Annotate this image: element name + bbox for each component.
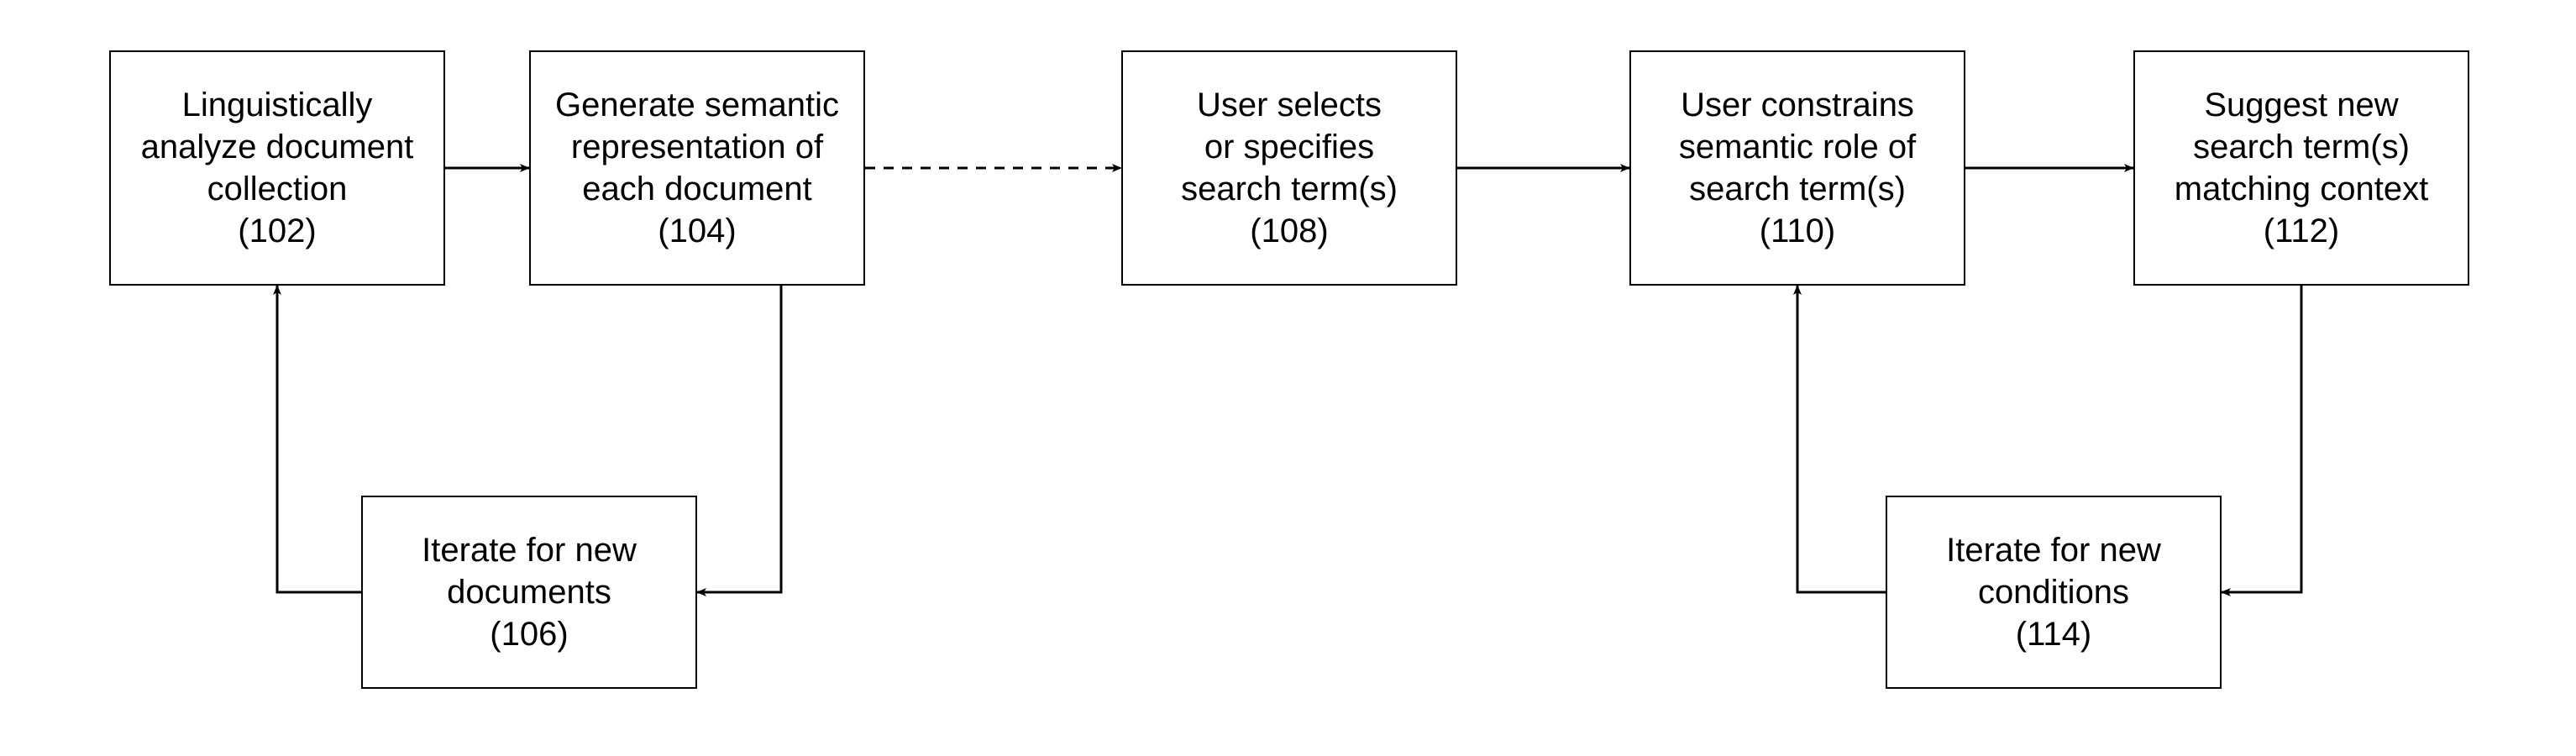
node-110: User constrains semantic role of search …: [1629, 50, 1965, 286]
node-110-line3: search term(s): [1679, 168, 1916, 210]
node-112-line2: search term(s): [2175, 126, 2428, 168]
node-112: Suggest new search term(s) matching cont…: [2133, 50, 2469, 286]
edge-114-110: [1797, 286, 1886, 592]
node-110-line2: semantic role of: [1679, 126, 1916, 168]
node-104-line1: Generate semantic: [555, 84, 839, 126]
node-112-line1: Suggest new: [2175, 84, 2428, 126]
node-110-line1: User constrains: [1679, 84, 1916, 126]
edge-104-106: [697, 286, 781, 592]
node-108-line1: User selects: [1181, 84, 1398, 126]
node-106: Iterate for new documents (106): [361, 496, 697, 689]
node-106-line2: documents: [422, 571, 637, 613]
edge-106-102: [277, 286, 361, 592]
node-102-line1: Linguistically: [141, 84, 414, 126]
node-114-line1: Iterate for new: [1946, 529, 2161, 571]
node-104-line4: (104): [555, 210, 839, 252]
node-112-line3: matching context: [2175, 168, 2428, 210]
node-112-line4: (112): [2175, 210, 2428, 252]
node-102: Linguistically analyze document collecti…: [109, 50, 445, 286]
node-104-line3: each document: [555, 168, 839, 210]
node-104-line2: representation of: [555, 126, 839, 168]
node-108-line3: search term(s): [1181, 168, 1398, 210]
node-110-line4: (110): [1679, 210, 1916, 252]
edge-112-114: [2222, 286, 2301, 592]
node-108-line4: (108): [1181, 210, 1398, 252]
node-102-line3: collection: [141, 168, 414, 210]
node-108: User selects or specifies search term(s)…: [1121, 50, 1457, 286]
node-102-line2: analyze document: [141, 126, 414, 168]
node-102-line4: (102): [141, 210, 414, 252]
node-106-line3: (106): [422, 613, 637, 655]
node-114: Iterate for new conditions (114): [1886, 496, 2222, 689]
node-114-line3: (114): [1946, 613, 2161, 655]
node-108-line2: or specifies: [1181, 126, 1398, 168]
node-114-line2: conditions: [1946, 571, 2161, 613]
node-106-line1: Iterate for new: [422, 529, 637, 571]
node-104: Generate semantic representation of each…: [529, 50, 865, 286]
flowchart-canvas: Linguistically analyze document collecti…: [0, 0, 2576, 756]
